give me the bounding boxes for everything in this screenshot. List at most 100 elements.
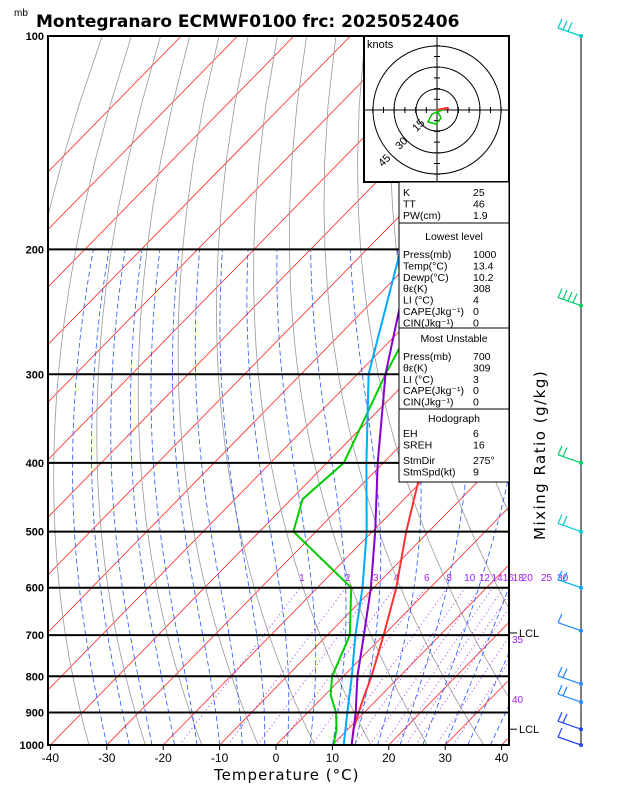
index-label: SREH xyxy=(403,439,432,451)
index-label: Dewp(°C) xyxy=(403,272,449,284)
moist-adiabat xyxy=(246,249,290,745)
mixing-ratio-axis-label: Mixing Ratio (g/kg) xyxy=(531,370,549,540)
pressure-tick-label: 500 xyxy=(26,527,44,539)
x-tick-label: -20 xyxy=(155,751,173,765)
index-label: Press(mb) xyxy=(403,351,451,363)
dry-adiabat xyxy=(253,36,372,745)
wind-barb-feather xyxy=(557,727,563,738)
index-value: 0 xyxy=(473,385,479,397)
wind-barb-feather xyxy=(557,445,563,456)
pressure-tick-label: 300 xyxy=(26,369,44,381)
isotherm xyxy=(332,564,509,745)
wind-barb-feather xyxy=(562,686,568,697)
isotherm xyxy=(275,506,509,745)
moist-adiabat xyxy=(194,249,243,745)
wind-barb-feather xyxy=(557,613,563,623)
index-value: 308 xyxy=(473,283,491,295)
index-label: EH xyxy=(403,428,418,440)
pressure-tick-label: 400 xyxy=(26,458,44,470)
dry-adiabat xyxy=(599,36,618,745)
isotherm xyxy=(48,36,464,461)
dry-adiabat xyxy=(570,36,618,745)
wind-barb xyxy=(557,579,582,589)
index-label: PW(cm) xyxy=(403,210,441,222)
pressure-tick-label: 800 xyxy=(26,671,44,683)
index-value: 309 xyxy=(473,362,491,374)
pressure-unit: mb xyxy=(14,8,28,19)
index-label: LI (°C) xyxy=(403,374,433,386)
isotherm xyxy=(48,36,182,173)
isotherm xyxy=(558,36,618,745)
hodo-unit: knots xyxy=(367,39,394,51)
mixing-ratio-label: 6 xyxy=(424,573,430,584)
wind-barb xyxy=(557,693,582,703)
mixing-ratio-extra-label: 35 xyxy=(512,635,524,646)
mixing-ratio-label: 4 xyxy=(394,573,400,584)
wind-barb-feather xyxy=(572,293,578,303)
dry-adiabat xyxy=(357,36,509,699)
pressure-tick-label: 1000 xyxy=(20,740,44,752)
pressure-tick-label: 100 xyxy=(26,31,44,43)
wind-barb-feather xyxy=(557,666,563,677)
moist-adiabat xyxy=(110,249,153,745)
index-value: 16 xyxy=(473,439,485,451)
pressure-tick-label: 600 xyxy=(26,583,44,595)
wind-barb xyxy=(557,675,582,685)
index-value: 3 xyxy=(473,374,479,386)
wind-barb-feather xyxy=(557,18,563,29)
most-unstable-heading: Most Unstable xyxy=(420,333,487,345)
index-label: TT xyxy=(403,198,416,210)
moist-adiabat xyxy=(310,249,347,745)
axes: -40 -30 -20 -10 0 10 20 30 40 LCL LCL xyxy=(42,628,539,765)
moist-adiabat xyxy=(219,249,266,745)
dry-adiabat xyxy=(137,36,203,745)
x-tick-label: 10 xyxy=(326,751,340,765)
index-label: LI (°C) xyxy=(403,295,433,307)
index-label: CAPE(Jkg⁻¹) xyxy=(403,385,464,397)
x-tick-label: -40 xyxy=(42,751,60,765)
x-tick-label: -30 xyxy=(98,751,116,765)
index-value: 1.9 xyxy=(473,210,488,222)
index-label: StmSpd(kt) xyxy=(403,466,456,478)
index-label: K xyxy=(403,187,410,199)
isotherm xyxy=(48,36,295,288)
mixing-ratio-label: 18 xyxy=(513,573,525,584)
mixing-ratio-label: 30 xyxy=(557,573,569,584)
wind-barb-feather xyxy=(562,572,568,582)
mixing-ratio-label: 12 xyxy=(479,573,491,584)
sounding-line xyxy=(342,116,442,745)
index-value: 0 xyxy=(473,397,479,409)
mixing-ratio-line xyxy=(311,587,426,745)
mixing-ratio-extra-label: 40 xyxy=(512,695,524,706)
mixing-ratio-line xyxy=(257,587,375,745)
isotherm xyxy=(48,36,238,231)
wind-barb-feather xyxy=(562,20,568,30)
hodograph-heading: Hodograph xyxy=(428,413,480,425)
wind-barb-feather xyxy=(567,291,573,302)
isotherm xyxy=(48,36,351,346)
dry-adiabat xyxy=(216,36,315,745)
wind-barb xyxy=(557,297,582,307)
index-label: StmDir xyxy=(403,455,436,467)
index-value: 9 xyxy=(473,466,479,478)
index-value: 1000 xyxy=(473,249,497,261)
index-label: CAPE(Jkg⁻¹) xyxy=(403,306,464,318)
isotherm xyxy=(48,161,509,633)
index-value: 13.4 xyxy=(473,260,494,272)
mixing-ratio-line xyxy=(279,587,396,745)
wind-barb-feather xyxy=(557,711,563,722)
x-tick-label: -10 xyxy=(211,751,229,765)
hodograph-panel: knots 15 30 45 xyxy=(363,35,510,183)
wind-barb xyxy=(557,720,582,730)
wind-barb xyxy=(557,622,582,632)
mixing-ratio-label: 3 xyxy=(373,573,379,584)
lowest-level-heading: Lowest level xyxy=(425,231,483,243)
index-label: θε(K) xyxy=(403,283,428,295)
chart-title: Montegranaro ECMWF0100 frc: 2025052406 xyxy=(36,12,459,32)
mixing-ratio-label: 2 xyxy=(345,573,351,584)
moist-adiabat xyxy=(72,249,108,745)
sounding-line xyxy=(350,299,509,745)
moist-adiabat xyxy=(171,249,220,745)
x-tick-label: 0 xyxy=(273,751,280,765)
wind-barb xyxy=(557,736,582,746)
